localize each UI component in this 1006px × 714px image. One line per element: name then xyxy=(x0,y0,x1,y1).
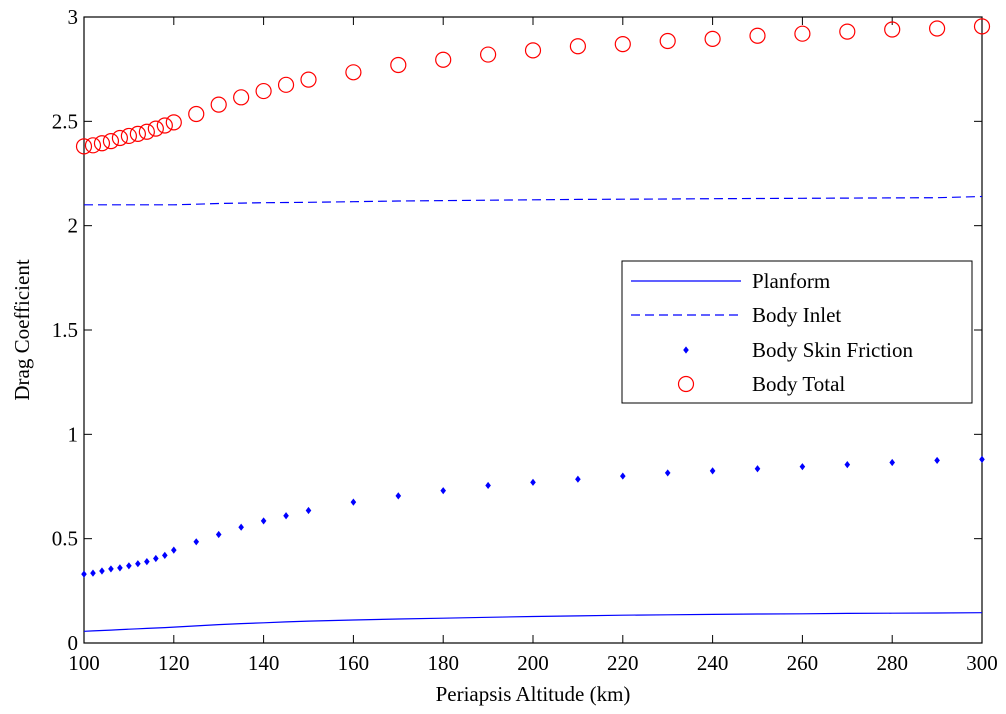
data-point-body-total xyxy=(524,42,542,59)
data-point-body-skin-friction xyxy=(162,551,168,559)
data-point-body-total xyxy=(569,38,587,55)
data-point-body-skin-friction xyxy=(664,469,671,477)
data-point-body-total xyxy=(345,64,362,81)
data-point-body-skin-friction xyxy=(193,538,200,546)
data-point-body-total xyxy=(75,138,93,155)
y-tick-label: 3 xyxy=(68,5,79,29)
legend: Planform Body Inlet Body Skin Friction Body… xyxy=(621,260,973,404)
data-point-body-total xyxy=(138,123,155,140)
data-point-body-total xyxy=(84,137,102,154)
axis-ticks: 100 120 140 160 180 200 220 240 260 280 300 0 0.5 1 1.… xyxy=(52,5,998,675)
x-tick-label: 240 xyxy=(697,651,729,675)
data-point-body-total xyxy=(794,25,811,42)
data-point-body-total xyxy=(111,129,129,147)
legend-label-body-skin-friction: Body Skin Friction xyxy=(752,338,914,362)
data-point-body-total xyxy=(928,20,946,37)
x-tick-label: 140 xyxy=(248,651,280,675)
legend-swatch-body-total xyxy=(677,375,695,393)
data-point-body-skin-friction xyxy=(260,517,267,525)
data-point-body-skin-friction xyxy=(144,558,150,566)
data-point-body-total xyxy=(277,76,295,93)
data-point-body-skin-friction xyxy=(126,562,132,570)
y-axis-title: Drag Coefficient xyxy=(10,259,34,400)
data-point-body-total xyxy=(300,71,317,88)
data-point-body-total xyxy=(435,51,452,68)
data-point-body-total xyxy=(704,30,721,48)
data-point-body-skin-friction xyxy=(283,512,289,520)
y-tick-label: 2.5 xyxy=(52,109,78,133)
data-point-body-skin-friction xyxy=(99,567,105,575)
series-layer xyxy=(75,18,991,632)
y-tick-label: 1 xyxy=(68,422,79,446)
series-line-body-inlet xyxy=(84,195,983,206)
data-point-body-skin-friction xyxy=(889,458,895,467)
data-point-body-total xyxy=(839,23,856,40)
data-point-body-skin-friction xyxy=(530,478,536,486)
legend-label-planform: Planform xyxy=(752,269,830,293)
data-point-body-skin-friction xyxy=(238,523,244,531)
data-point-body-skin-friction xyxy=(575,475,581,483)
data-point-body-total xyxy=(884,21,901,38)
data-point-body-total xyxy=(659,32,676,50)
data-point-body-total xyxy=(188,105,205,123)
y-tick-label: 2 xyxy=(68,214,79,238)
series-line-planform xyxy=(83,612,983,632)
x-tick-label: 100 xyxy=(68,651,100,675)
data-point-body-skin-friction xyxy=(709,467,716,475)
x-tick-label: 260 xyxy=(787,651,819,675)
data-point-body-skin-friction xyxy=(350,498,357,506)
data-point-body-skin-friction xyxy=(117,564,123,572)
data-point-body-total xyxy=(156,117,173,134)
data-point-body-skin-friction xyxy=(844,460,851,469)
y-tick-label: 0 xyxy=(68,631,79,655)
legend-label-body-inlet: Body Inlet xyxy=(752,303,841,327)
x-tick-label: 160 xyxy=(338,651,370,675)
data-point-body-skin-friction xyxy=(108,565,114,573)
x-tick-label: 280 xyxy=(876,651,908,675)
data-point-body-total xyxy=(129,125,146,142)
data-point-body-total xyxy=(749,27,766,44)
data-point-body-total xyxy=(390,56,407,74)
data-point-body-skin-friction xyxy=(799,463,806,471)
data-point-body-skin-friction xyxy=(979,455,985,463)
data-point-body-skin-friction xyxy=(215,530,222,539)
data-point-body-total xyxy=(165,114,182,131)
data-point-body-skin-friction xyxy=(485,481,491,490)
data-point-body-skin-friction xyxy=(135,560,141,568)
legend-label-body-total: Body Total xyxy=(752,372,845,396)
x-tick-label: 180 xyxy=(427,651,459,675)
data-point-body-total xyxy=(102,133,120,150)
data-point-body-skin-friction xyxy=(305,506,312,515)
data-point-body-skin-friction xyxy=(81,570,87,578)
data-point-body-skin-friction xyxy=(395,492,402,500)
data-point-body-total xyxy=(233,89,250,106)
y-tick-label: 0.5 xyxy=(52,527,78,551)
data-point-body-total xyxy=(973,18,991,35)
x-tick-label: 220 xyxy=(607,651,639,675)
data-point-body-total xyxy=(614,36,631,53)
x-tick-label: 120 xyxy=(158,651,190,675)
data-point-body-total xyxy=(147,120,164,137)
data-point-body-skin-friction xyxy=(754,465,761,473)
data-point-body-skin-friction xyxy=(440,487,446,495)
data-point-body-skin-friction xyxy=(620,472,626,480)
x-axis-title: Periapsis Altitude (km) xyxy=(436,682,631,706)
data-point-body-total xyxy=(210,96,227,113)
data-point-body-total xyxy=(480,46,497,63)
data-point-body-total xyxy=(93,135,111,152)
legend-swatch-body-skin-friction xyxy=(683,346,689,354)
data-point-body-skin-friction xyxy=(171,546,177,554)
data-point-body-total xyxy=(255,82,272,100)
y-tick-label: 1.5 xyxy=(52,318,78,342)
data-point-body-total xyxy=(120,127,137,145)
x-tick-label: 200 xyxy=(517,651,549,675)
data-point-body-skin-friction xyxy=(90,569,96,577)
data-point-body-skin-friction xyxy=(153,554,159,563)
data-point-body-skin-friction xyxy=(934,456,940,465)
x-tick-label: 300 xyxy=(966,651,998,675)
